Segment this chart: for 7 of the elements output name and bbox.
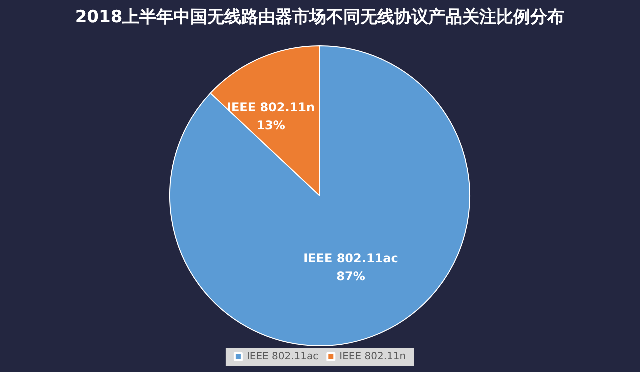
slice-label: IEEE 802.11ac <box>304 252 398 266</box>
legend-label: IEEE 802.11n <box>340 352 406 362</box>
data-label: 87% <box>336 270 366 284</box>
legend-label: IEEE 802.11ac <box>246 352 319 362</box>
slice-label: IEEE 802.11n <box>226 100 316 114</box>
data-label: 13% <box>256 118 286 132</box>
chart-title: 2018上半年中国无线路由器市场不同无线协议产品关注比例分布 <box>75 8 565 28</box>
